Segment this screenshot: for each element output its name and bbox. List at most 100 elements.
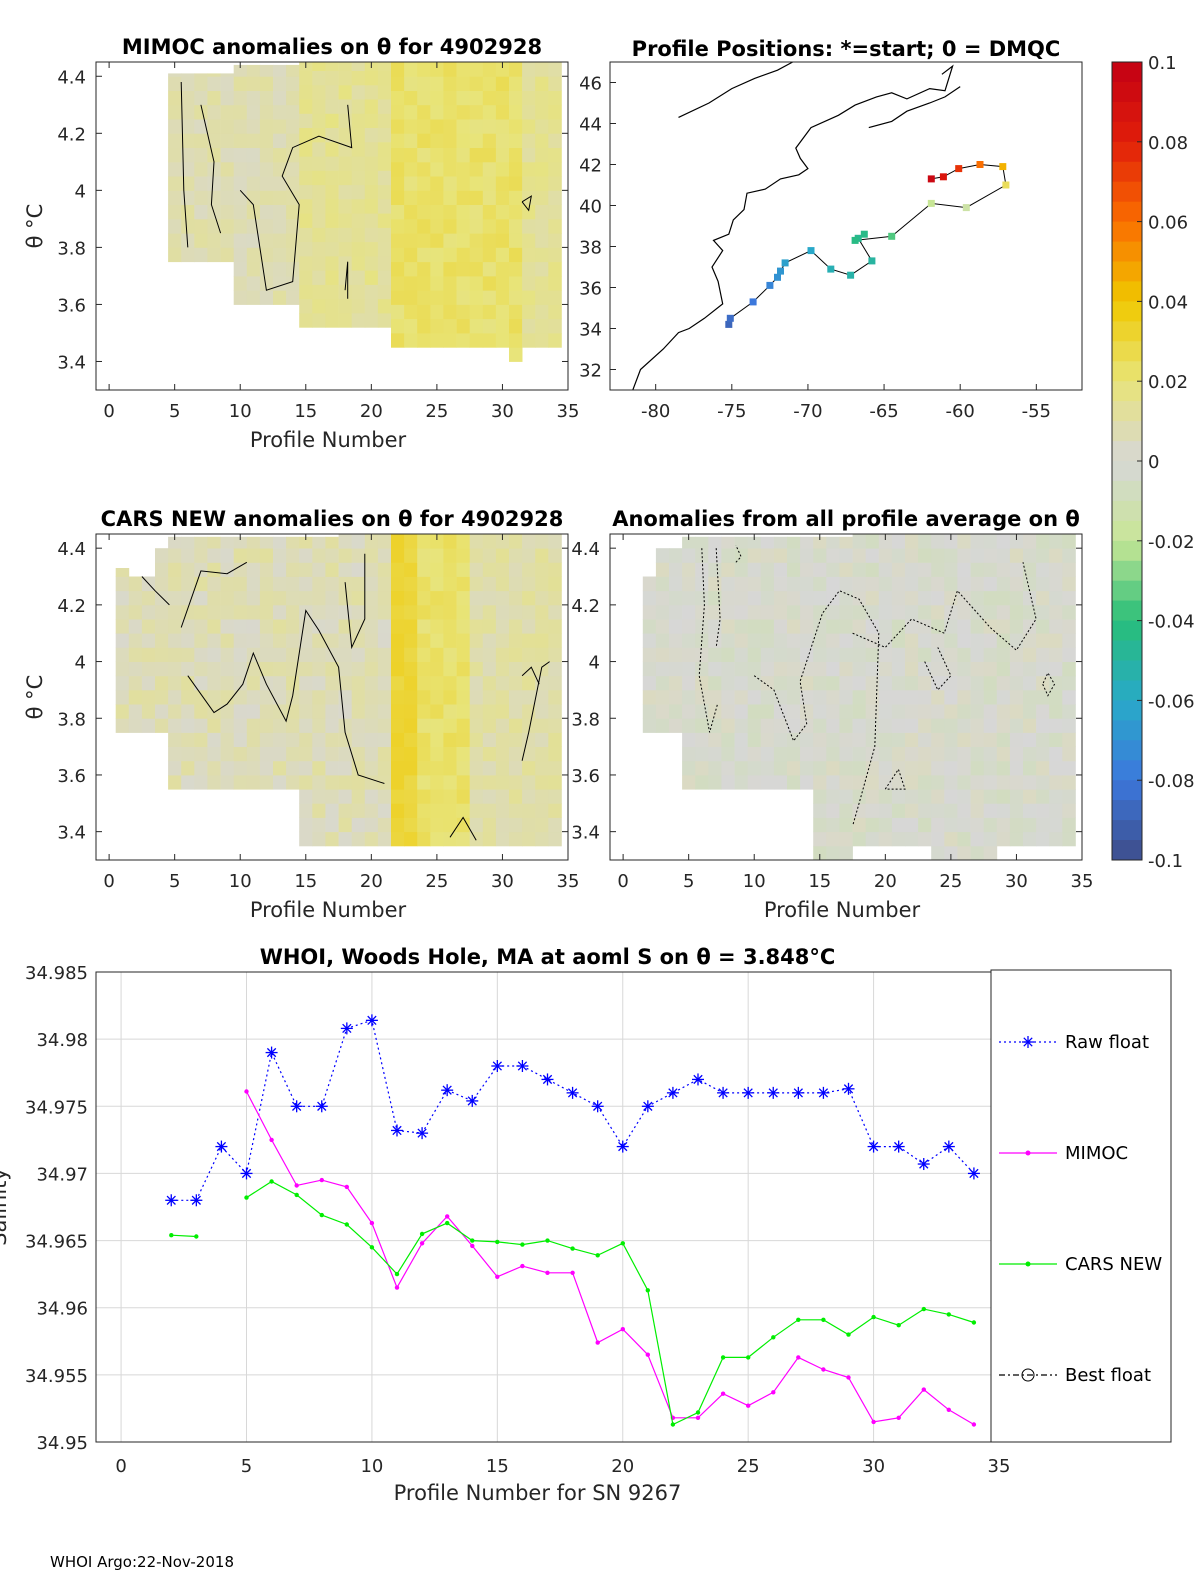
mimoc-x-tick-label: 0 (103, 401, 114, 422)
raw-float-star-marker (742, 1086, 755, 1099)
cars-cell (128, 576, 143, 592)
cars-cell (417, 534, 431, 549)
mimoc-cell (535, 333, 549, 348)
cars-cell (417, 548, 431, 563)
avg-x-tick-label: 10 (743, 871, 766, 892)
mimoc-cell (417, 290, 431, 305)
colorbar-swatch (1112, 760, 1142, 781)
mimoc-cell (469, 119, 484, 134)
positions-y-tick-label: 32 (579, 361, 602, 382)
cars-cell (469, 647, 484, 662)
avg-cell (682, 746, 696, 762)
avg-cell (773, 536, 788, 549)
avg-cell (787, 689, 801, 705)
avg-cell (983, 633, 998, 648)
mimoc-cell (168, 247, 182, 263)
cars-cell (469, 675, 484, 691)
avg-x-tick-label: 0 (617, 871, 628, 892)
mimoc-cell (509, 333, 523, 348)
cars-cell (233, 718, 248, 733)
avg-cell (826, 789, 840, 804)
cars-cell (391, 789, 405, 804)
avg-x-tick-label: 15 (808, 871, 831, 892)
cars-cell (509, 760, 523, 776)
mimoc-cell (522, 318, 536, 334)
profile-position-marker (766, 281, 774, 289)
mimoc-cell (220, 204, 235, 220)
cars-cell (522, 732, 536, 747)
cars-cell (338, 775, 353, 790)
avg-cell (957, 789, 971, 804)
avg-cell (800, 760, 814, 776)
avg-cell (747, 661, 762, 677)
avg-cell (708, 562, 722, 577)
avg-cell (1023, 803, 1037, 818)
coastline-group (632, 61, 961, 391)
avg-cell (852, 803, 867, 818)
footer-credit: WHOI Argo:22-Nov-2018 (50, 1553, 234, 1571)
raw-float-star-marker (892, 1140, 905, 1153)
avg-cell (1036, 604, 1050, 620)
mimoc-cell (168, 133, 182, 148)
avg-cell (878, 689, 893, 705)
avg-x-tick-label: 35 (1071, 871, 1094, 892)
mimoc-cell (312, 298, 326, 314)
mimoc-cell (495, 247, 510, 263)
cars-cell (273, 704, 287, 719)
cars-cell (509, 675, 523, 691)
cars-cell (495, 548, 510, 563)
avg-cell (813, 647, 827, 662)
mimoc-cell (338, 84, 353, 100)
profile-position-marker (927, 175, 935, 183)
cars-cell (325, 704, 339, 719)
avg-cell (905, 590, 919, 606)
avg-cell (669, 647, 683, 662)
avg-cell (983, 675, 998, 691)
avg-cell (800, 718, 814, 733)
avg-cell (760, 760, 775, 776)
avg-cell (1049, 562, 1063, 577)
avg-cell (970, 845, 985, 861)
avg-cell (1009, 831, 1024, 847)
mimoc-cell (364, 113, 379, 128)
avg-cell (721, 633, 735, 648)
avg-cell (800, 704, 814, 719)
avg-cell (983, 831, 998, 847)
cars-cell (273, 604, 287, 620)
mimoc-cell (351, 213, 366, 228)
cars-cell (443, 590, 457, 606)
avg-cell (891, 675, 906, 691)
cars-cell (482, 775, 497, 790)
cars-cell (391, 619, 405, 634)
colorbar-swatch (1112, 840, 1142, 861)
cars-contour-line (141, 576, 170, 606)
mimoc-cell (522, 119, 536, 134)
mimoc-y-tick-label: 3.4 (57, 352, 86, 373)
cars-cell (364, 775, 379, 790)
avg-cell (970, 831, 985, 847)
cars-cell (443, 789, 457, 804)
cars-cell (141, 689, 156, 705)
cars-cell (325, 590, 339, 606)
cars-cell (548, 704, 562, 719)
avg-cell (760, 689, 775, 705)
mimoc-cell (338, 284, 353, 300)
cars-cell (509, 647, 523, 662)
mimoc-cell (417, 104, 431, 120)
avg-cell (682, 548, 696, 563)
avg-cell (708, 604, 722, 620)
mimoc-cell (404, 104, 418, 120)
mimoc-cell (443, 190, 457, 205)
cars-cell (299, 746, 313, 762)
cars-cell (495, 789, 510, 804)
avg-cell (878, 576, 893, 592)
cars-cell (246, 704, 261, 719)
mimoc-cell (417, 90, 431, 106)
mimoc-cell (259, 90, 274, 106)
mimoc-contour-line (239, 104, 353, 291)
mimoc-cell (220, 190, 235, 205)
mimoc-cell (351, 184, 366, 200)
avg-cell (905, 562, 919, 577)
cars-cell (391, 760, 405, 776)
cars-cell (495, 689, 510, 705)
